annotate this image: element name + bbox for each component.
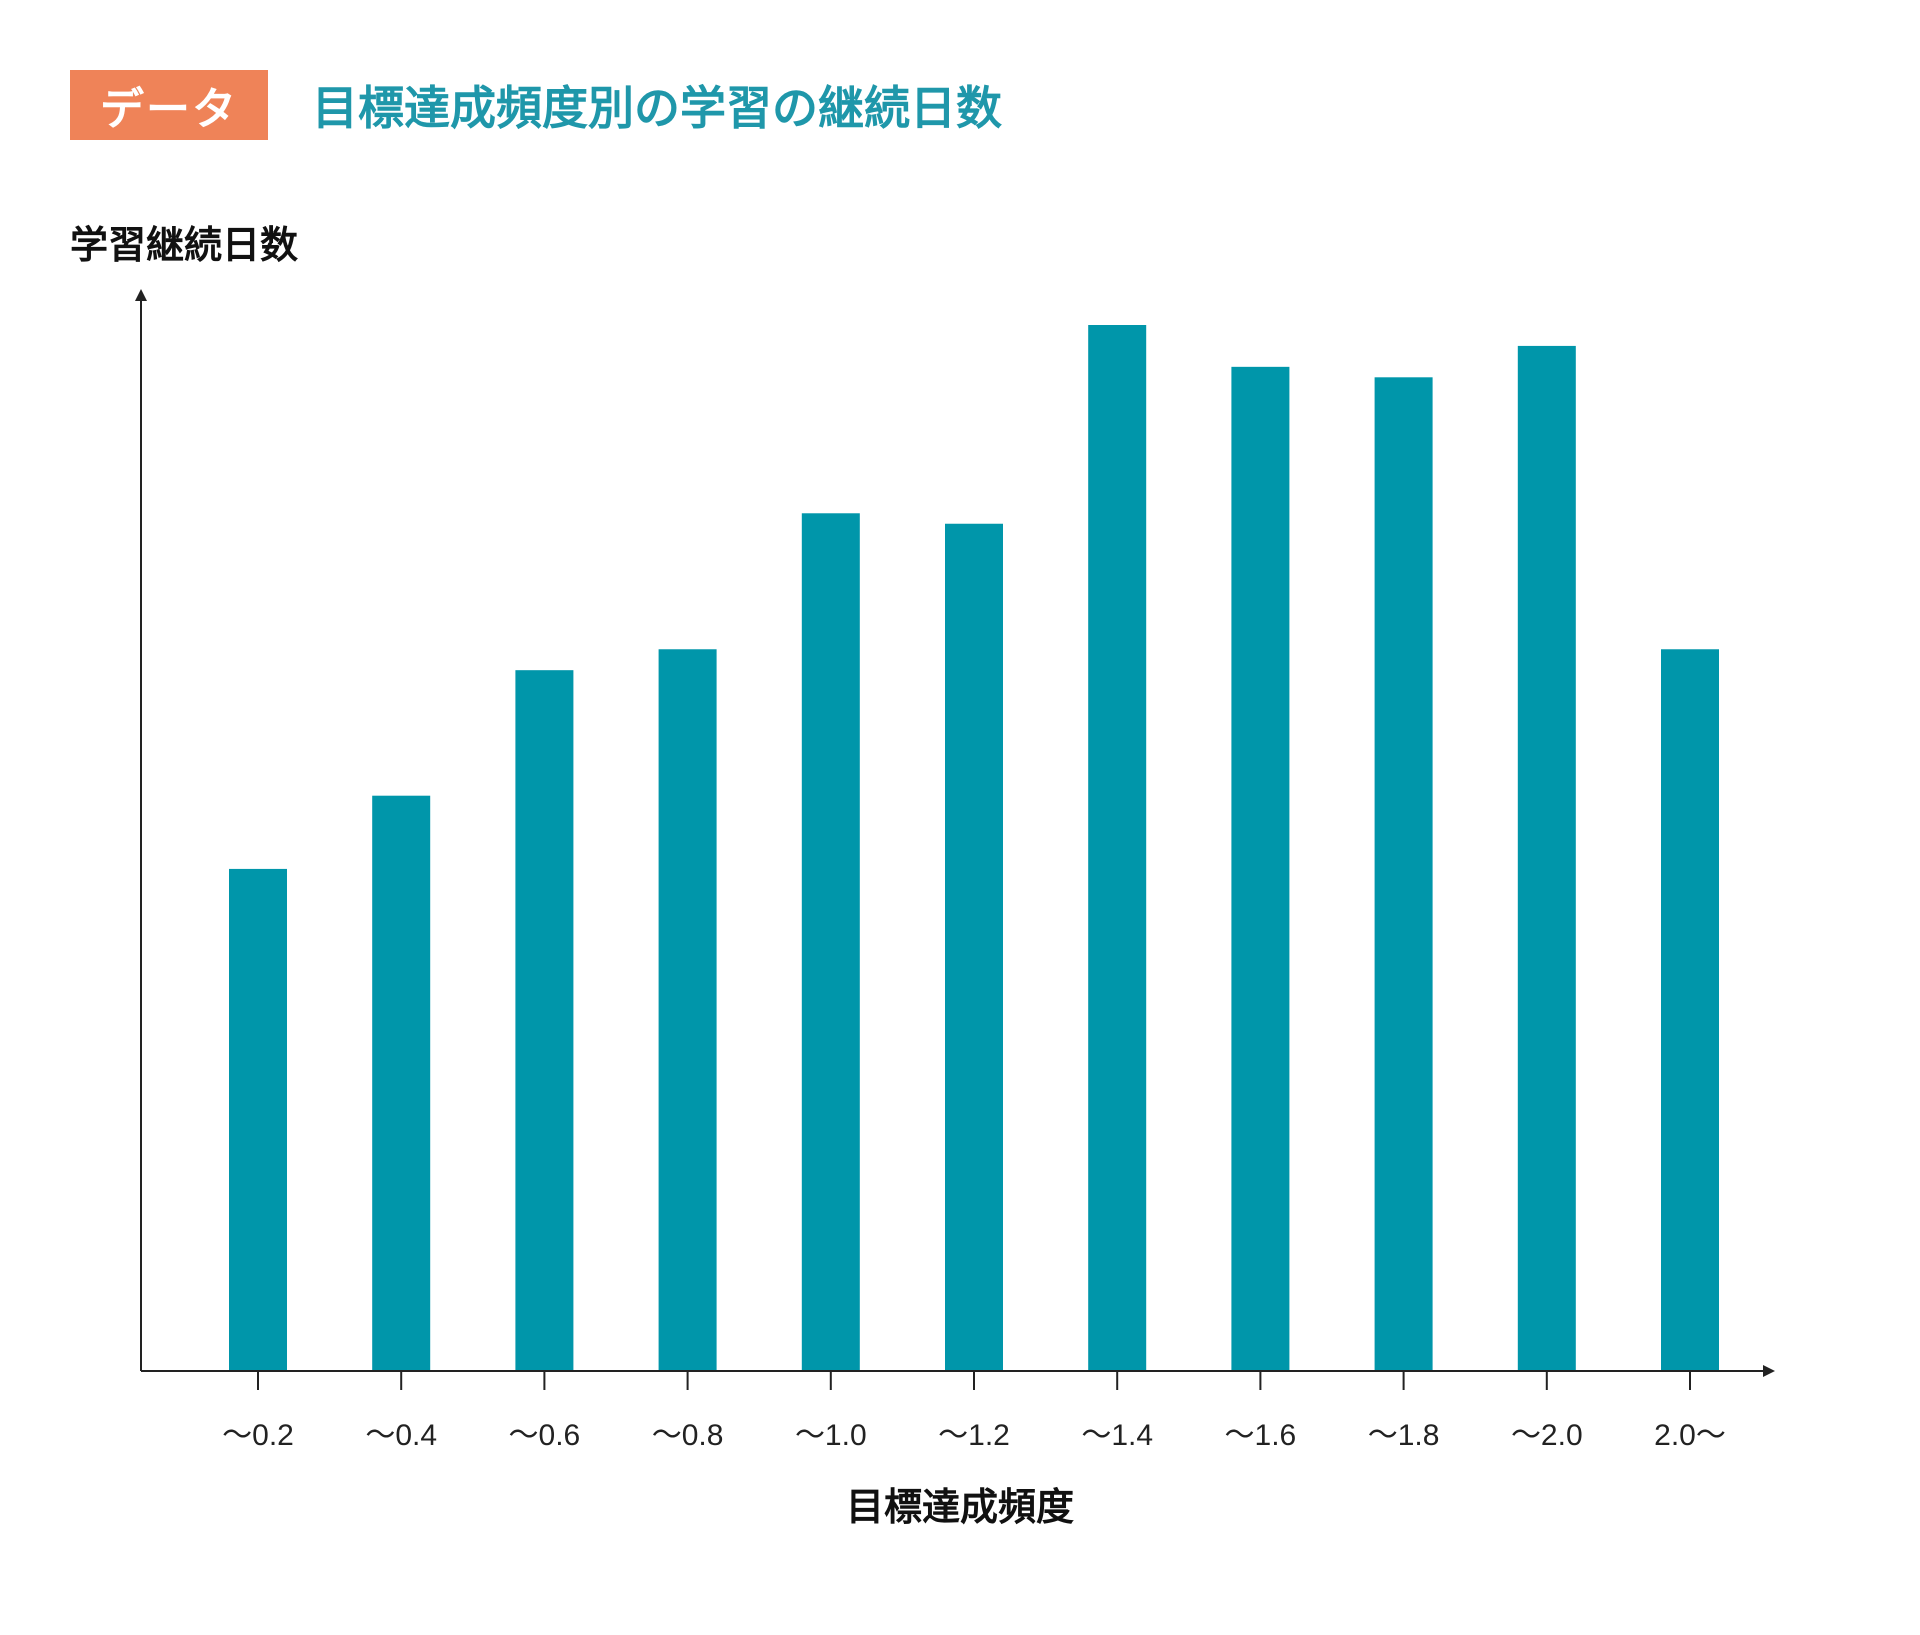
x-axis-label: 目標達成頻度 <box>845 1485 1074 1529</box>
bar <box>372 795 431 1371</box>
bar <box>1517 345 1576 1371</box>
x-tick-label: 〜1.6 <box>1225 1419 1297 1452</box>
bar <box>1374 377 1433 1371</box>
x-tick-label: 〜2.0 <box>1511 1419 1583 1452</box>
bar <box>801 513 860 1371</box>
axes-group <box>135 289 1775 1377</box>
x-tick-label: 〜1.0 <box>795 1419 867 1452</box>
x-ticks-group: 〜0.2 〜0.4 〜0.6 〜0.8 〜1.0 〜1.2 〜1.4 〜1.6 〜1.8 〜2.0… <box>222 1371 1726 1452</box>
bar <box>658 649 717 1371</box>
bar <box>1661 649 1719 1371</box>
x-tick-label: 〜1.4 <box>1081 1419 1153 1452</box>
bar <box>229 868 287 1371</box>
x-tick-label: 〜1.8 <box>1368 1419 1440 1452</box>
x-tick-label: 〜0.6 <box>509 1419 581 1452</box>
x-tick-label: 〜1.2 <box>938 1419 1010 1452</box>
x-tick-label: 〜0.4 <box>365 1419 437 1452</box>
bar <box>1231 366 1290 1372</box>
bar <box>945 523 1003 1371</box>
y-axis-label: 学習継続日数 <box>70 223 299 267</box>
bars-group <box>229 325 1719 1372</box>
chart-title: 目標達成頻度別の学習の継続日数 <box>312 81 1002 135</box>
bar <box>515 670 574 1371</box>
x-axis-arrow <box>1763 1365 1775 1377</box>
bar <box>1088 325 1147 1371</box>
x-tick-label: 2.0〜 <box>1654 1419 1726 1452</box>
y-axis-arrow <box>135 289 147 301</box>
chart-header: データ 目標達成頻度別の学習の継続日数 <box>70 70 1002 140</box>
x-tick-label: 〜0.2 <box>222 1419 294 1452</box>
data-badge: データ <box>70 70 268 140</box>
x-tick-label: 〜0.8 <box>652 1419 724 1452</box>
